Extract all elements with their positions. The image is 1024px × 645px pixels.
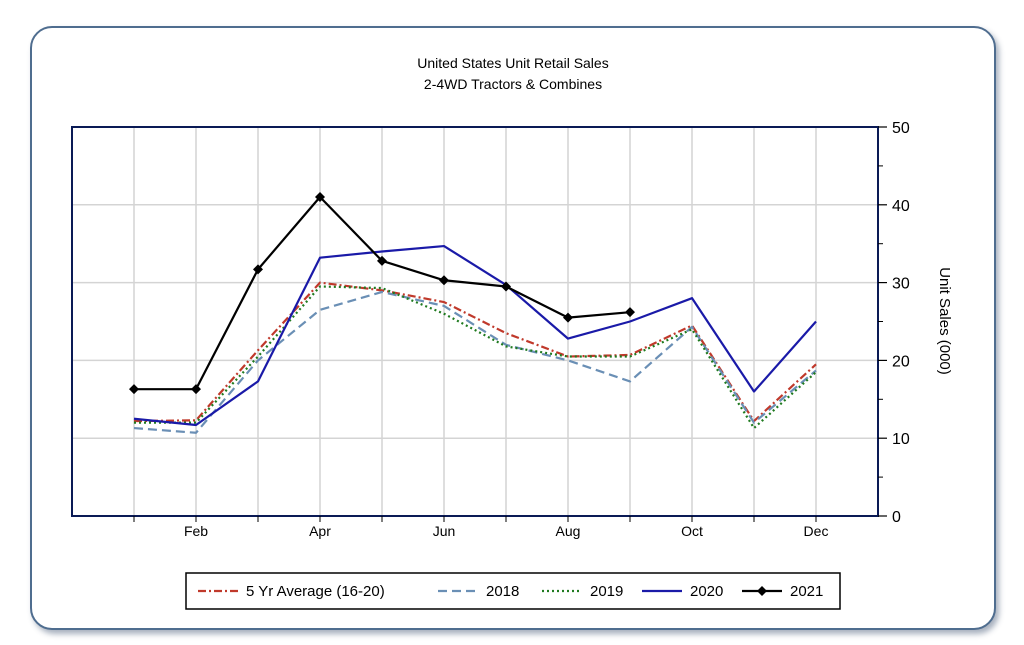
data-point-2021 — [377, 255, 387, 266]
data-point-2021 — [563, 312, 573, 323]
y-tick-label: 50 — [892, 120, 910, 137]
chart-title: United States Unit Retail Sales — [417, 55, 608, 71]
legend: 5 Yr Average (16-20) 2018 2019 2020 2021 — [185, 572, 841, 610]
data-point-2021 — [439, 275, 449, 286]
y-tick-label: 20 — [892, 353, 910, 370]
x-axis: Feb Apr Jun Aug Oct Dec — [133, 516, 829, 539]
series-lines — [129, 192, 817, 434]
plot-area — [71, 126, 879, 517]
series-line-2019 — [134, 285, 817, 430]
legend-label: 2019 — [590, 583, 623, 600]
data-point-2021 — [501, 281, 511, 292]
y-tick-label: 0 — [892, 509, 901, 526]
legend-label: 5 Yr Average (16-20) — [246, 583, 385, 600]
data-point-2021 — [625, 307, 635, 318]
x-tick-label: Aug — [556, 523, 581, 539]
chart-subtitle: 2-4WD Tractors & Combines — [424, 76, 602, 92]
series-line-5-yr-average-16-20- — [133, 281, 817, 423]
y-axis: 0 10 20 30 40 50 — [878, 120, 910, 526]
series-line-2020 — [133, 244, 817, 427]
grid — [72, 127, 878, 516]
data-point-2021 — [191, 384, 201, 395]
x-tick-label: Dec — [804, 523, 829, 539]
x-tick-label: Apr — [309, 523, 331, 539]
data-point-2021 — [315, 192, 325, 203]
data-point-2021 — [129, 384, 139, 395]
y-axis-label: Unit Sales (000) — [936, 267, 953, 375]
x-tick-label: Oct — [681, 523, 703, 539]
x-tick-label: Feb — [184, 523, 208, 539]
data-point-2021 — [253, 264, 263, 275]
y-tick-label: 40 — [892, 198, 910, 215]
y-tick-label: 10 — [892, 431, 910, 448]
x-tick-label: Jun — [433, 523, 456, 539]
legend-marker — [757, 586, 767, 596]
y-tick-label: 30 — [892, 276, 910, 293]
legend-label: 2018 — [486, 583, 519, 600]
legend-box — [185, 572, 841, 610]
series-line-2018 — [133, 290, 817, 434]
legend-label: 2021 — [790, 583, 823, 600]
legend-label: 2020 — [690, 583, 723, 600]
